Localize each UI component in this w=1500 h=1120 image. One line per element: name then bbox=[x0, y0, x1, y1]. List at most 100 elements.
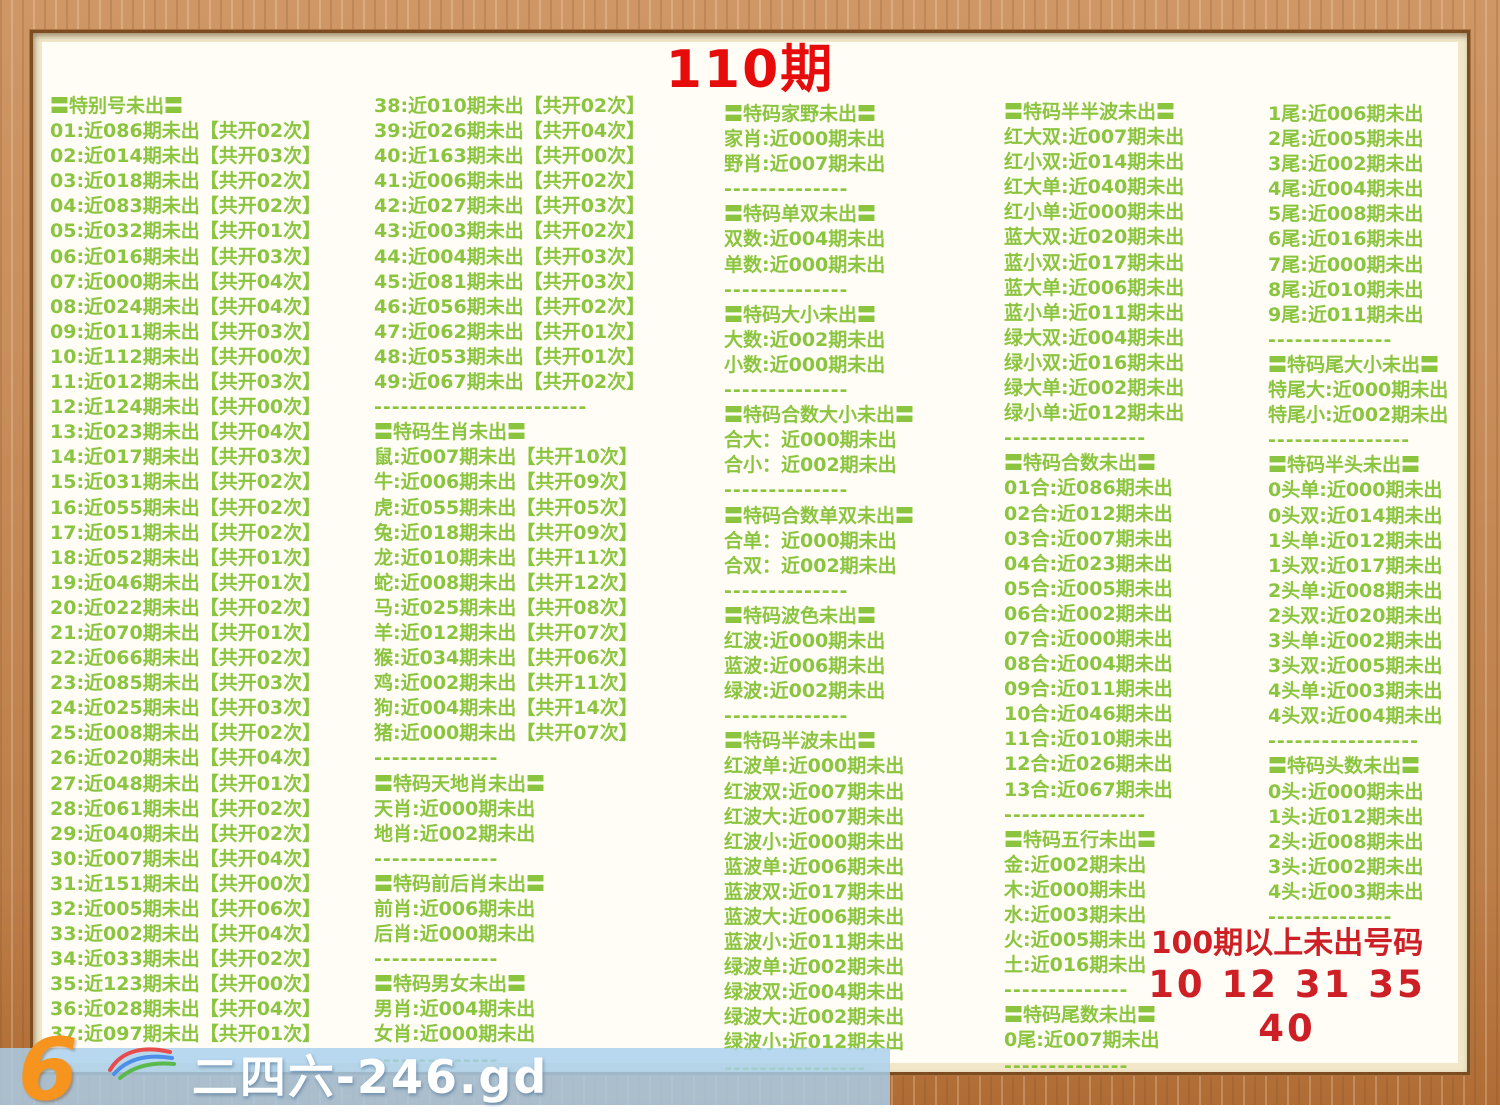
stat-line: 6尾:近016期未出 bbox=[1268, 228, 1424, 251]
stat-line: 49:近067期未出【共开02次】 bbox=[374, 371, 646, 394]
divider-line: -------------- bbox=[724, 479, 849, 502]
stat-line: 15:近031期未出【共开02次】 bbox=[50, 471, 322, 494]
stat-line: 绿大双:近004期未出 bbox=[1004, 326, 1185, 349]
stat-line: 天肖:近000期未出 bbox=[374, 797, 536, 820]
stat-line: 30:近007期未出【共开04次】 bbox=[50, 847, 322, 870]
divider-line: -------------- bbox=[1268, 328, 1393, 351]
stat-line: 绿波大:近002期未出 bbox=[724, 1006, 905, 1029]
stat-line: 2尾:近005期未出 bbox=[1268, 128, 1424, 151]
stat-line: 火:近005期未出 bbox=[1004, 929, 1147, 952]
stat-line: 前肖:近006期未出 bbox=[374, 898, 536, 920]
stat-line: 猴:近034期未出【共开06次】 bbox=[374, 647, 638, 670]
stat-line: 羊:近012期未出【共开07次】 bbox=[374, 621, 638, 644]
stat-line: 40:近163期未出【共开00次】 bbox=[374, 145, 646, 168]
board: 110期 〓特别号未出〓 01:近086期未出【共开02次】 02:近014期未出【… bbox=[42, 42, 1458, 1079]
stat-line: 44:近004期未出【共开03次】 bbox=[374, 245, 646, 268]
section-header: 〓特码头数未出〓 bbox=[1268, 755, 1421, 778]
stat-line: 22:近066期未出【共开02次】 bbox=[50, 647, 322, 670]
stat-line: 野肖:近007期未出 bbox=[724, 153, 886, 176]
stat-line: 12合:近026期未出 bbox=[1004, 753, 1173, 776]
stat-line: 红波小:近000期未出 bbox=[724, 830, 905, 853]
stat-line: 04:近083期未出【共开02次】 bbox=[50, 195, 322, 218]
section-header: 〓特码半波未出〓 bbox=[724, 730, 877, 753]
stat-line: 36:近028期未出【共开04次】 bbox=[50, 998, 322, 1021]
stat-line: 10:近112期未出【共开00次】 bbox=[50, 345, 322, 368]
stat-line: 蓝波双:近017期未出 bbox=[724, 880, 905, 903]
stat-line: 单数:近000期未出 bbox=[724, 253, 886, 276]
stat-line: 小数:近000期未出 bbox=[724, 353, 886, 376]
divider-line: -------------- bbox=[724, 705, 849, 728]
stat-line: 19:近046期未出【共开01次】 bbox=[50, 571, 322, 594]
stat-line: 28:近061期未出【共开02次】 bbox=[50, 797, 322, 820]
stat-line: 绿波小:近012期未出 bbox=[724, 1031, 905, 1054]
stat-line: 0头双:近014期未出 bbox=[1268, 504, 1443, 527]
stat-line: 4尾:近004期未出 bbox=[1268, 178, 1424, 201]
stat-line: 24:近025期未出【共开03次】 bbox=[50, 697, 322, 720]
stat-line: 蛇:近008期未出【共开12次】 bbox=[374, 571, 638, 594]
stat-line: 08合:近004期未出 bbox=[1004, 653, 1173, 676]
stat-line: 48:近053期未出【共开01次】 bbox=[374, 345, 646, 368]
stat-line: 合小：近002期未出 bbox=[724, 454, 897, 477]
footer-label: 100期以上未出号码 bbox=[1150, 926, 1424, 961]
stat-line: 27:近048期未出【共开01次】 bbox=[50, 772, 322, 795]
divider-line: ---------------- bbox=[1268, 429, 1411, 452]
stat-line: 合双：近002期未出 bbox=[724, 554, 897, 577]
stat-line: 18:近052期未出【共开01次】 bbox=[50, 546, 322, 569]
stat-line: 马:近025期未出【共开08次】 bbox=[374, 596, 638, 619]
section-header: 〓特码大小未出〓 bbox=[724, 303, 877, 326]
stat-line: 1头双:近017期未出 bbox=[1268, 554, 1443, 577]
butterfly-logo-icon bbox=[104, 1042, 178, 1086]
stat-column-5: 1尾:近006期未出 2尾:近005期未出 3尾:近002期未出 4尾:近004期未出… bbox=[1268, 102, 1448, 930]
divider-line: -------------- bbox=[724, 278, 849, 301]
stat-line: 3头单:近002期未出 bbox=[1268, 629, 1443, 652]
stat-line: 01合:近086期未出 bbox=[1004, 477, 1173, 500]
stat-line: 特尾小:近002期未出 bbox=[1268, 404, 1449, 427]
divider-line: -------------- bbox=[374, 747, 499, 770]
section-header: 〓特码合数未出〓 bbox=[1004, 452, 1157, 475]
stat-line: 3头:近002期未出 bbox=[1268, 855, 1424, 878]
stat-line: 3尾:近002期未出 bbox=[1268, 153, 1424, 176]
stat-line: 17:近051期未出【共开02次】 bbox=[50, 521, 322, 544]
stat-line: 双数:近004期未出 bbox=[724, 228, 886, 251]
stat-line: 地肖:近002期未出 bbox=[374, 822, 536, 845]
stat-line: 牛:近006期未出【共开09次】 bbox=[374, 471, 638, 494]
divider-line: -------------- bbox=[374, 948, 499, 971]
stat-line: 绿波:近002期未出 bbox=[724, 680, 886, 703]
stat-line: 绿波单:近002期未出 bbox=[724, 956, 905, 979]
stat-line: 25:近008期未出【共开02次】 bbox=[50, 722, 322, 745]
stat-line: 05:近032期未出【共开01次】 bbox=[50, 220, 322, 243]
stat-line: 0头:近000期未出 bbox=[1268, 780, 1424, 803]
section-header: 〓特码男女未出〓 bbox=[374, 973, 527, 996]
stat-line: 蓝小单:近011期未出 bbox=[1004, 301, 1185, 324]
section-header: 〓特码生肖未出〓 bbox=[374, 421, 527, 444]
stat-column-1: 〓特别号未出〓 01:近086期未出【共开02次】 02:近014期未出【共开03次… bbox=[50, 94, 321, 1048]
stat-line: 后肖:近000期未出 bbox=[374, 923, 536, 946]
stat-line: 13合:近067期未出 bbox=[1004, 778, 1173, 801]
stat-line: 03:近018期未出【共开02次】 bbox=[50, 170, 322, 193]
stat-line: 鼠:近007期未出【共开10次】 bbox=[374, 446, 638, 469]
stat-line: 43:近003期未出【共开02次】 bbox=[374, 220, 646, 243]
stat-line: 红波:近000期未出 bbox=[724, 629, 886, 652]
stat-line: 11合:近010期未出 bbox=[1004, 728, 1173, 751]
stat-line: 1头单:近012期未出 bbox=[1268, 529, 1443, 552]
stat-line: 0头单:近000期未出 bbox=[1268, 479, 1443, 502]
stat-line: 红小单:近000期未出 bbox=[1004, 201, 1185, 224]
stat-line: 9尾:近011期未出 bbox=[1268, 303, 1424, 326]
stat-line: 29:近040期未出【共开02次】 bbox=[50, 822, 322, 845]
stat-line: 龙:近010期未出【共开11次】 bbox=[374, 546, 638, 569]
stat-line: 14:近017期未出【共开03次】 bbox=[50, 446, 322, 469]
stat-line: 8尾:近010期未出 bbox=[1268, 278, 1424, 301]
stat-line: 绿小单:近012期未出 bbox=[1004, 402, 1185, 425]
stat-line: 47:近062期未出【共开01次】 bbox=[374, 320, 646, 343]
divider-line: -------------- bbox=[1004, 1054, 1129, 1077]
stat-line: 红小双:近014期未出 bbox=[1004, 151, 1185, 174]
divider-line: -------------- bbox=[1268, 906, 1393, 928]
stat-line: 45:近081期未出【共开03次】 bbox=[374, 270, 646, 293]
watermark-text: 二四六-246.gd bbox=[191, 1049, 549, 1104]
section-header: 〓特码尾大小未出〓 bbox=[1268, 353, 1440, 376]
stat-line: 38:近010期未出【共开02次】 bbox=[374, 95, 646, 117]
stat-line: 2头单:近008期未出 bbox=[1268, 579, 1443, 602]
stat-line: 05合:近005期未出 bbox=[1004, 577, 1173, 600]
stat-line: 合大：近000期未出 bbox=[724, 429, 897, 452]
